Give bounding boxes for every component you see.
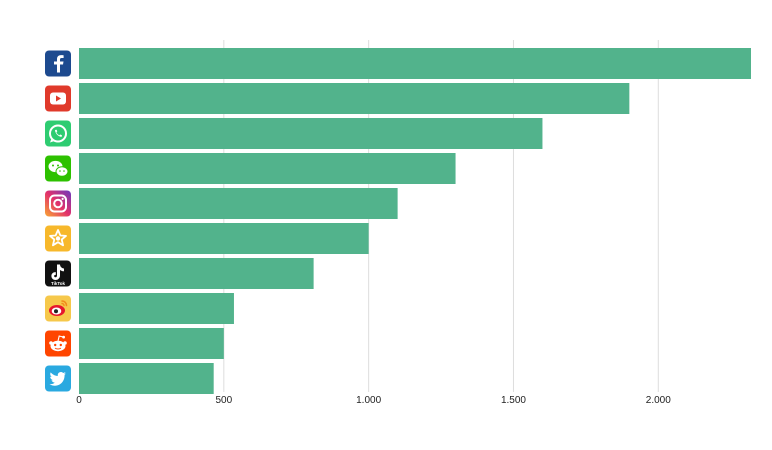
reddit-icon: [45, 330, 71, 357]
bar-weibo: [79, 293, 234, 324]
bars: [79, 48, 751, 394]
twitter-icon: [45, 365, 71, 392]
x-tick-label: 0: [76, 395, 82, 406]
bar-instagram: [79, 188, 398, 219]
wechat-icon: [45, 155, 71, 182]
instagram-icon: [45, 190, 71, 217]
x-tick-label: 2.000: [646, 395, 671, 406]
facebook-icon: [45, 50, 71, 77]
category-icons: TikTok: [45, 50, 71, 392]
bar-whatsapp: [79, 118, 543, 149]
x-tick-label: 1.500: [501, 395, 526, 406]
svg-text:TikTok: TikTok: [51, 281, 66, 286]
bar-kuaishou: [79, 223, 369, 254]
youtube-icon: [45, 85, 71, 112]
x-tick-label: 1.000: [356, 395, 381, 406]
kuaishou-icon: [45, 225, 71, 252]
tiktok-icon: TikTok: [45, 260, 71, 287]
bar-tiktok: [79, 258, 314, 289]
bar-reddit: [79, 328, 224, 359]
bar-facebook: [79, 48, 751, 79]
weibo-icon: [45, 295, 71, 322]
bar-twitter: [79, 363, 214, 394]
bar-wechat: [79, 153, 456, 184]
x-tick-label: 500: [215, 395, 232, 406]
x-axis-ticks: 0 500 1.000 1.500 2.000: [76, 395, 671, 406]
whatsapp-icon: [45, 120, 71, 147]
bar-youtube: [79, 83, 630, 114]
